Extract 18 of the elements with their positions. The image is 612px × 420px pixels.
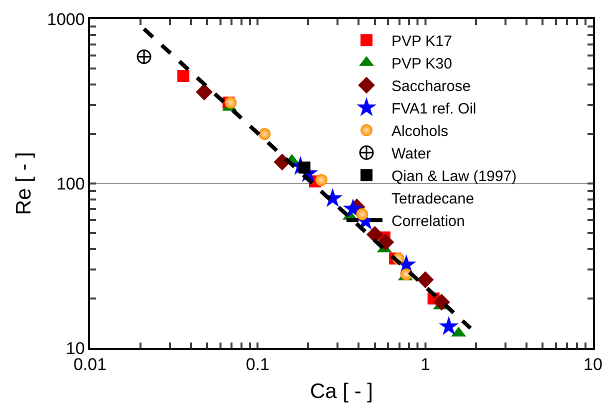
legend-label: Qian & Law (1997) <box>392 168 517 186</box>
legend-label: FVA1 ref. Oil <box>392 100 476 118</box>
x-axis-title: Ca [ - ] <box>310 380 374 403</box>
legend-label: PVP K30 <box>392 56 452 73</box>
y-tick-label: 10 <box>66 338 85 358</box>
legend-label: Correlation <box>392 213 465 230</box>
y-tick-label: 100 <box>56 174 85 194</box>
legend-label: Alcohols <box>392 123 448 140</box>
legend-label: Saccharose <box>392 78 471 96</box>
x-tick-label: 1 <box>420 355 430 374</box>
x-tick-label: 0.1 <box>246 355 270 374</box>
legend-label: Water <box>392 146 431 163</box>
y-tick-label: 1000 <box>47 10 85 29</box>
annotation: Tetradecane <box>392 190 474 208</box>
y-axis-title: Re [ - ] <box>12 152 36 216</box>
legend-label: PVP K17 <box>392 33 452 50</box>
x-tick-label: 0.01 <box>73 355 107 374</box>
x-tick-label: 10 <box>584 355 602 374</box>
